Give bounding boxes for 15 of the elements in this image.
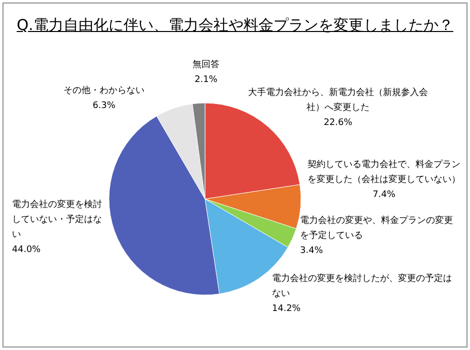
data-label: 2.1% bbox=[194, 74, 218, 87]
slice-label: 電力会社の変更を検討していない・予定はない bbox=[12, 198, 103, 242]
chart-title: Q.電力自由化に伴い、電力会社や料金プランを変更しましたか？ bbox=[16, 16, 454, 35]
data-label: 3.4% bbox=[300, 245, 324, 258]
slice-label: その他・わからない bbox=[62, 84, 146, 98]
data-label: 7.4% bbox=[372, 189, 396, 202]
slice-label: 無回答 bbox=[192, 58, 220, 72]
slice-label: 大手電力会社から、新電力会社（新規参入会社）へ変更した bbox=[248, 86, 428, 115]
data-label: 6.3% bbox=[92, 100, 116, 113]
data-label: 44.0% bbox=[12, 244, 42, 257]
data-label: 22.6% bbox=[322, 117, 354, 130]
slice-label: 電力会社の変更や、料金プランの変更を予定している bbox=[300, 214, 454, 243]
slice-label: 契約している電力会社で、料金プランを変更した（会社は変更していない） bbox=[306, 158, 462, 187]
data-label: 14.2% bbox=[272, 303, 302, 316]
slice-label: 電力会社の変更を検討したが、変更の予定はない bbox=[272, 272, 452, 301]
